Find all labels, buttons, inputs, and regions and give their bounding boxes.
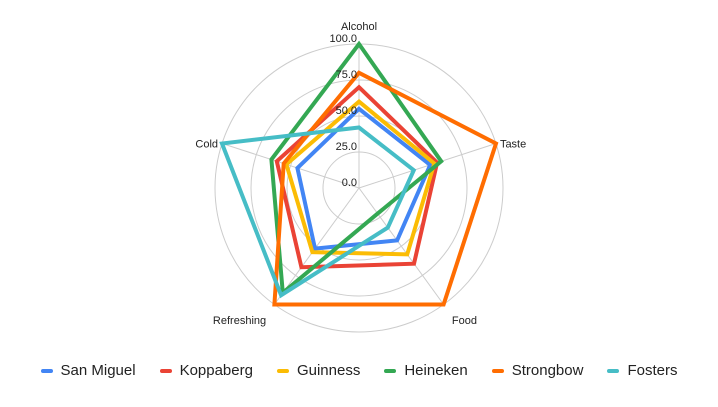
legend-label: Fosters [627,362,678,379]
axis-label-food: Food [452,315,477,327]
legend-swatch-icon [491,368,504,373]
legend-label: Heineken [404,362,468,379]
legend-label: Guinness [296,362,361,379]
axis-spoke [358,187,445,305]
series-strongbow[interactable] [272,70,499,307]
radial-tick-label: 50.0 [336,105,357,117]
radar-grid [214,43,504,333]
axis-label-refreshing: Refreshing [213,315,266,327]
series-san-miguel[interactable] [295,106,433,251]
axis-labels: Alcohol Taste Food Refreshing Cold [195,21,526,327]
series-heineken[interactable] [269,40,444,297]
legend-item-koppaberg[interactable]: Koppaberg [159,362,253,379]
radar-series [219,40,499,307]
axis-label-taste: Taste [500,139,526,151]
axis-spoke [358,143,497,189]
legend-label: San Miguel [60,362,136,379]
legend-item-heineken[interactable]: Heineken [384,362,468,379]
legend-item-strongbow[interactable]: Strongbow [491,362,584,379]
radial-tick-label: 100.0 [329,33,357,45]
axis-spoke [221,143,360,189]
legend: San Miguel Koppaberg Guinness Heineken S… [0,362,718,379]
legend-swatch-icon [607,368,620,373]
legend-swatch-icon [276,368,289,373]
radial-tick-labels: 0.0 25.0 50.0 75.0 100.0 [329,33,357,189]
radial-tick-label: 25.0 [336,141,357,153]
legend-label: Koppaberg [179,362,253,379]
axis-label-cold: Cold [195,139,218,151]
legend-item-fosters[interactable]: Fosters [607,362,677,379]
radial-tick-label: 0.0 [342,177,357,189]
legend-swatch-icon [40,368,53,373]
series-koppaberg[interactable] [274,84,440,270]
legend-swatch-icon [159,368,172,373]
series-guinness[interactable] [284,98,437,257]
series-fosters[interactable] [219,125,417,299]
radial-tick-label: 75.0 [336,69,357,81]
axis-label-alcohol: Alcohol [341,21,377,33]
legend-label: Strongbow [511,362,584,379]
axis-spoke [273,187,360,305]
legend-swatch-icon [384,368,397,373]
legend-item-san-miguel[interactable]: San Miguel [40,362,136,379]
legend-item-guinness[interactable]: Guinness [276,362,361,379]
